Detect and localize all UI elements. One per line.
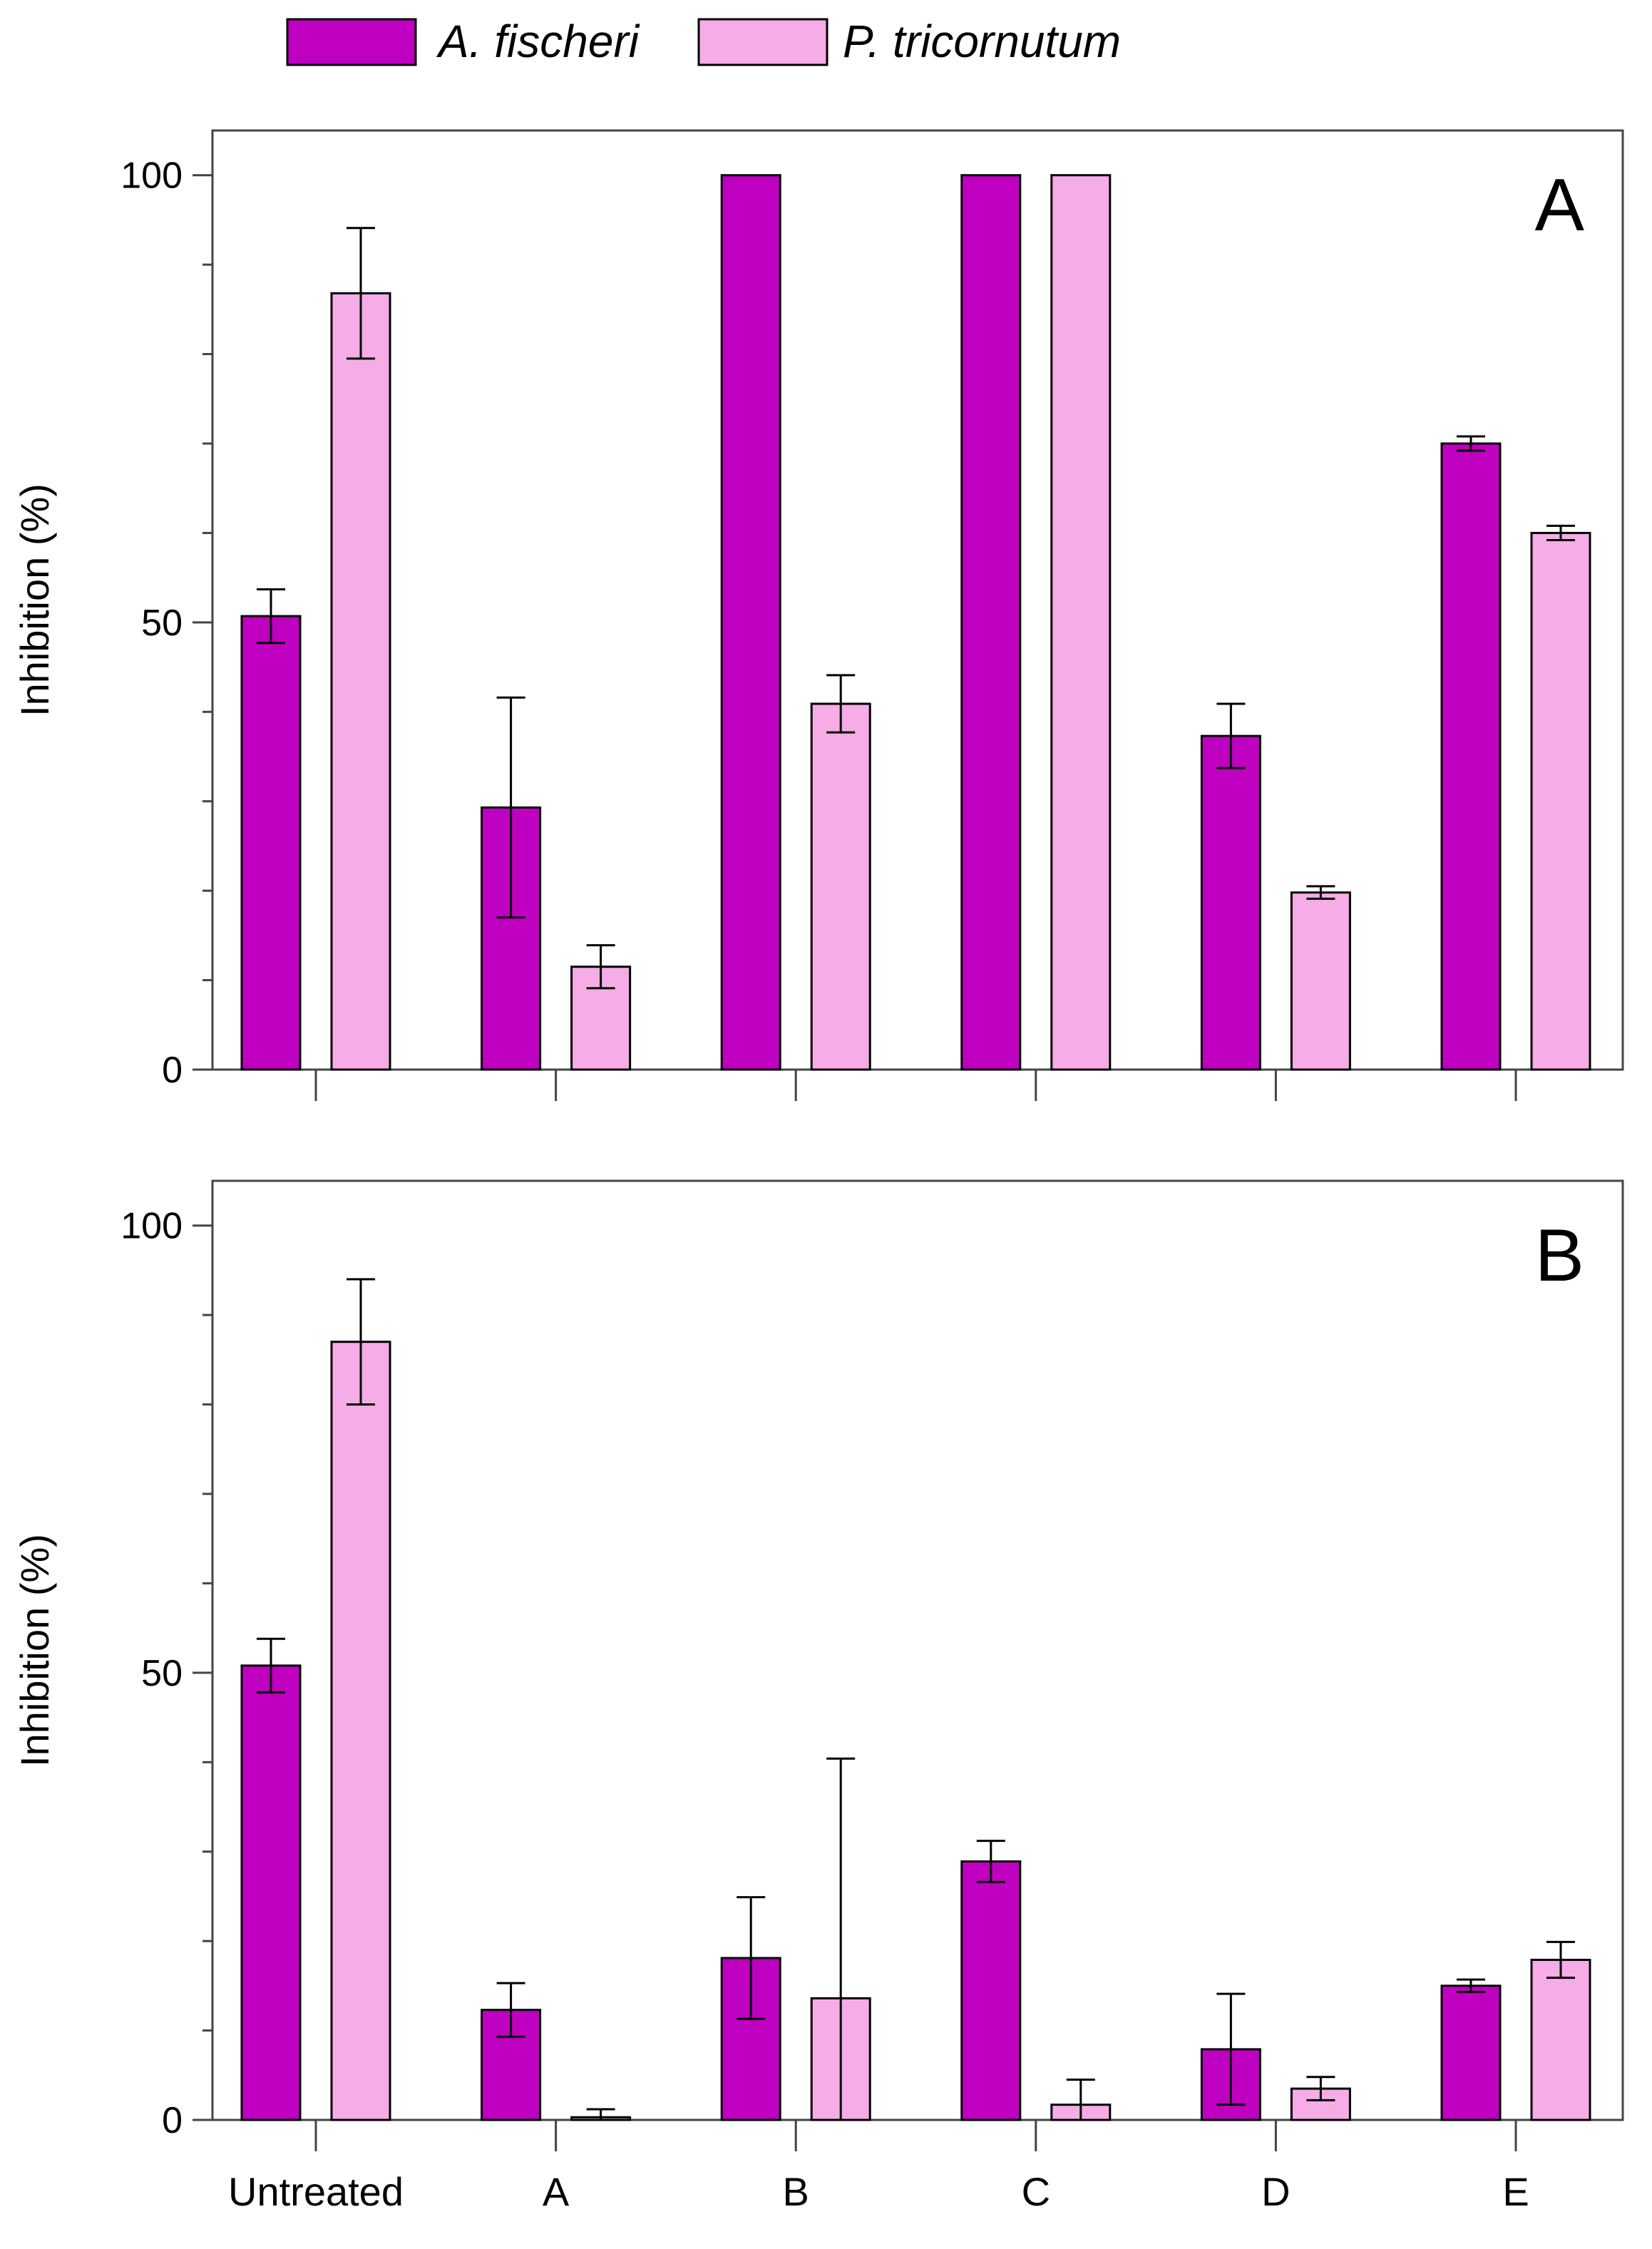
error-bar bbox=[1066, 2079, 1095, 2121]
legend-swatch-1 bbox=[697, 18, 828, 66]
bar-p-tricornutum bbox=[330, 292, 391, 1071]
x-category-label: Untreated bbox=[228, 2169, 404, 2214]
bar-a-fischeri bbox=[1440, 1984, 1502, 2121]
error-bar bbox=[976, 1840, 1005, 1883]
error-bar bbox=[1546, 524, 1575, 541]
bar-p-tricornutum bbox=[1530, 531, 1591, 1071]
error-bar bbox=[826, 674, 856, 734]
y-tick-label: 100 bbox=[120, 155, 183, 197]
error-bar bbox=[496, 1982, 525, 2038]
y-tick-label: 100 bbox=[120, 1206, 183, 1247]
bar-a-fischeri bbox=[1440, 442, 1502, 1071]
error-bar bbox=[586, 2108, 615, 2121]
panel-label: A bbox=[1535, 164, 1585, 247]
legend-swatch-0 bbox=[286, 18, 417, 66]
bar-a-fischeri bbox=[960, 1860, 1022, 2121]
panel-b: 0 50 100 Inhibition (%) B Untreated A B C D E bbox=[12, 1179, 1624, 2214]
y-tick-label: 0 bbox=[162, 1050, 183, 1091]
x-category-label: B bbox=[783, 2169, 809, 2214]
y-tick-label: 50 bbox=[141, 603, 183, 644]
y-axis-title: Inhibition (%) bbox=[12, 483, 57, 717]
x-category-label: C bbox=[1022, 2169, 1050, 2214]
error-bar bbox=[347, 227, 375, 360]
plot-frame bbox=[211, 1179, 1624, 2121]
bar-p-tricornutum bbox=[1530, 1958, 1591, 2121]
error-bar bbox=[1216, 702, 1246, 769]
bar-a-fischeri bbox=[720, 174, 781, 1071]
bar-a-fischeri bbox=[1200, 734, 1261, 1071]
bar-a-fischeri bbox=[240, 1664, 302, 2121]
error-bar bbox=[257, 588, 285, 645]
x-category-label: E bbox=[1502, 2169, 1529, 2214]
legend: A. fischeri P. tricornutum bbox=[286, 16, 1121, 67]
bar-p-tricornutum bbox=[810, 702, 871, 1071]
legend-label-1: P. tricornutum bbox=[843, 16, 1121, 67]
error-bar bbox=[1306, 885, 1335, 900]
panel-a: 0 50 100 Inhibition (%) A bbox=[12, 129, 1624, 1101]
error-bar bbox=[1216, 1992, 1246, 2106]
legend-label-0: A. fischeri bbox=[436, 16, 640, 67]
bar-p-tricornutum bbox=[1050, 174, 1112, 1071]
error-bar bbox=[826, 1757, 856, 2121]
x-category-label: A bbox=[543, 2169, 570, 2214]
plot-frame bbox=[211, 129, 1624, 1071]
y-tick-label: 0 bbox=[162, 2100, 183, 2141]
bar-p-tricornutum bbox=[1290, 891, 1351, 1071]
y-axis-title: Inhibition (%) bbox=[12, 1534, 57, 1767]
error-bar bbox=[1546, 1940, 1575, 1979]
error-bar bbox=[1457, 1978, 1485, 1994]
error-bar bbox=[1306, 2076, 1335, 2101]
error-bar bbox=[496, 696, 525, 919]
x-category-label: D bbox=[1261, 2169, 1290, 2214]
bar-a-fischeri bbox=[960, 174, 1022, 1071]
y-tick-label: 50 bbox=[141, 1653, 183, 1694]
bar-p-tricornutum bbox=[330, 1341, 391, 2121]
error-bar bbox=[257, 1637, 285, 1694]
error-bar bbox=[737, 1896, 766, 2020]
panel-label: B bbox=[1535, 1214, 1584, 1297]
error-bar bbox=[1457, 435, 1485, 452]
bar-a-fischeri bbox=[240, 615, 302, 1071]
error-bar bbox=[586, 944, 615, 990]
error-bar bbox=[347, 1278, 375, 1406]
